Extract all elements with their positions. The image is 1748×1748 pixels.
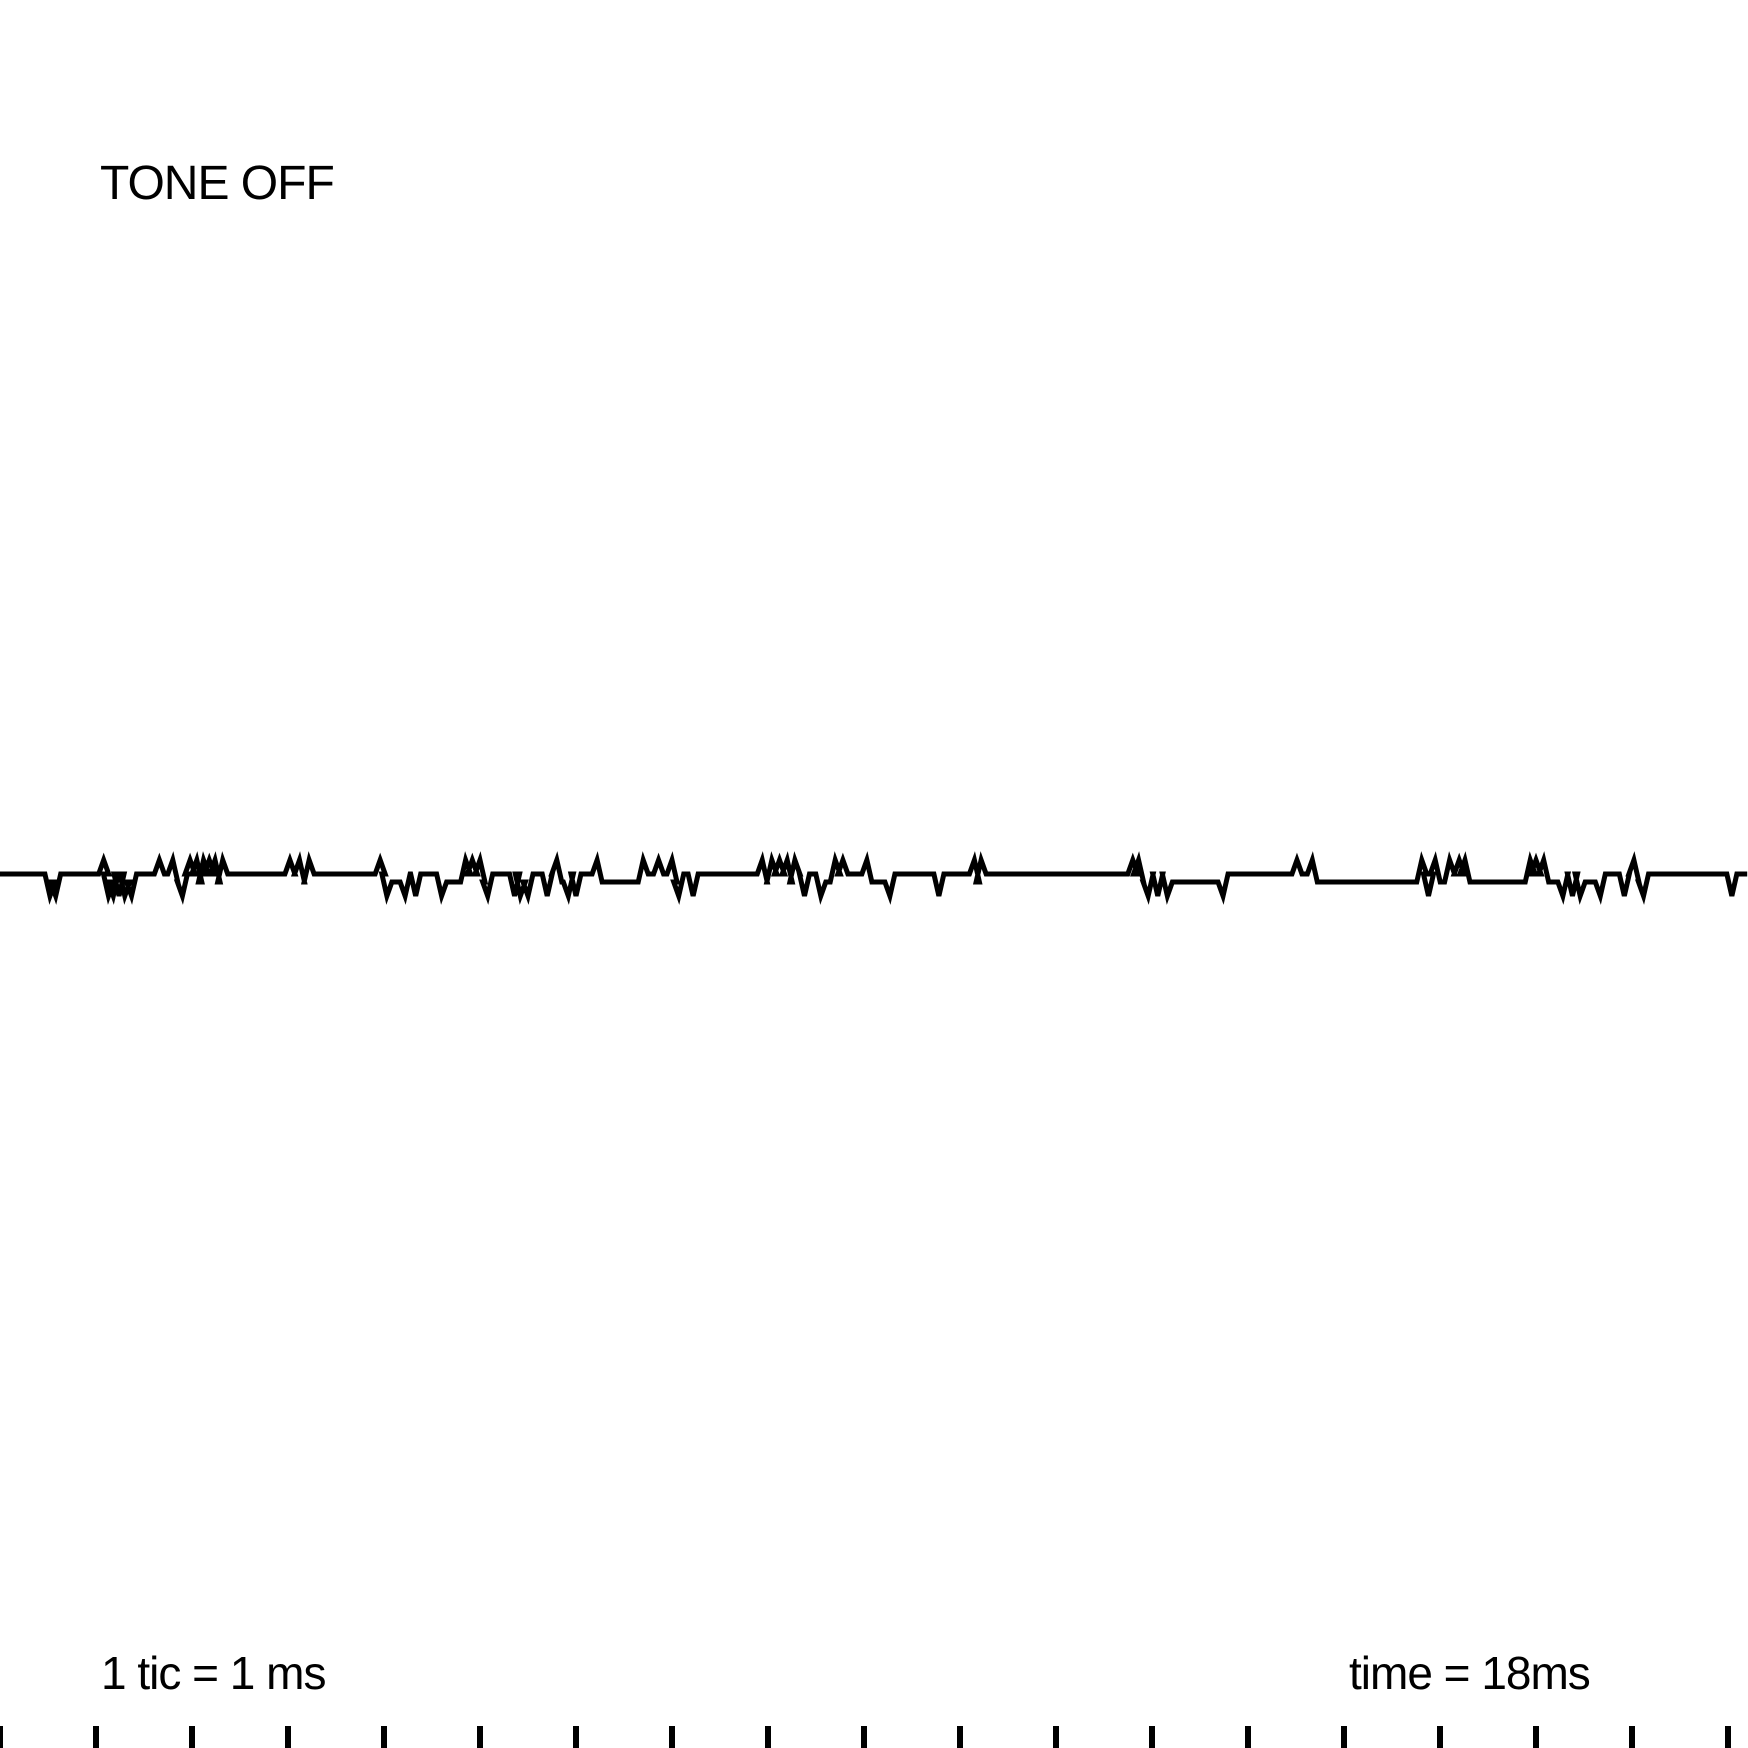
tick-scale-label: 1 tic = 1 ms xyxy=(101,1647,326,1699)
signal-trace xyxy=(0,851,1748,905)
time-readout: time = 18ms xyxy=(1349,1647,1591,1699)
tone-status-label: TONE OFF xyxy=(100,157,335,210)
